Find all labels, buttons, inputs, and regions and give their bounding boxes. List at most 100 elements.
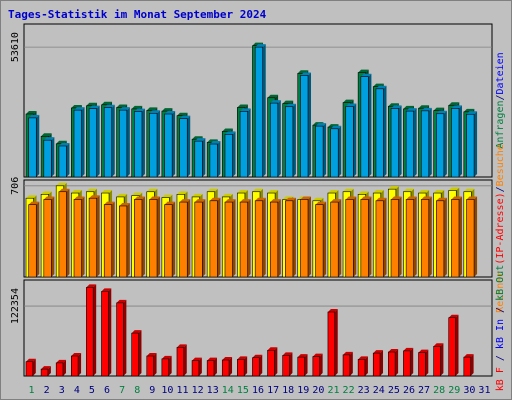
bar-kbytes-kb-f-day-22: [342, 351, 353, 377]
bar-kbytes-kb-f-day-2-side: [47, 366, 51, 376]
bar-visits-rechner-day-18: [285, 197, 296, 278]
bar-visits-rechner-day-24-face: [375, 200, 384, 278]
bar-kbytes-kb-f-day-14-face: [221, 359, 230, 377]
bar-hits-dateien-day-26-top: [406, 108, 417, 112]
bar-kbytes-kb-f-day-8-face: [131, 332, 139, 377]
bar-hits-dateien-day-20: [315, 123, 327, 178]
panel-kbytes-legend-part-2: kB In: [495, 319, 506, 349]
bar-hits-dateien-day-12-face: [194, 140, 203, 178]
bar-visits-rechner-day-1-face: [28, 204, 37, 278]
bar-visits-rechner-day-9-side: [157, 196, 161, 277]
bar-visits-rechner-day-5: [88, 195, 100, 278]
bar-kbytes-kb-f-day-12-top: [192, 357, 202, 361]
bar-kbytes-kb-f-day-24-face: [372, 352, 381, 377]
bar-hits-dateien-day-7: [118, 107, 130, 178]
bar-kbytes-kb-f-day-8-side: [138, 330, 142, 376]
bar-hits-dateien-day-15-face: [239, 111, 248, 178]
x-tick-label-day-26: 26: [403, 385, 415, 396]
bar-kbytes-kb-f-day-30-face: [463, 356, 471, 377]
bar-kbytes-kb-f-day-10-side: [168, 355, 172, 376]
bar-hits-anfragen-day-29-top: [448, 102, 460, 106]
bar-hits-dateien-day-9-side: [157, 110, 161, 177]
bar-hits-dateien-day-30-face: [466, 113, 475, 178]
bar-hits-anfragen-day-30-top: [463, 108, 475, 112]
x-tick-label-day-22: 22: [343, 385, 355, 396]
bar-visits-rechner-day-2-face: [43, 199, 52, 278]
bar-hits-anfragen-day-15-top: [237, 104, 248, 108]
bar-visits-besuche-day-14-top: [222, 193, 233, 197]
bar-visits-rechner-day-10-face: [164, 204, 173, 278]
bar-kbytes-kb-f-day-4-face: [70, 355, 79, 377]
bar-hits-anfragen-day-8-top: [131, 105, 143, 109]
bar-hits-dateien-day-19-face: [300, 75, 309, 178]
bar-hits-dateien-day-2-face: [43, 139, 52, 178]
bar-visits-rechner-day-3-side: [66, 188, 70, 277]
bar-visits-rechner-day-27-side: [428, 196, 432, 277]
bar-visits-rechner-day-5-top: [89, 195, 100, 199]
bar-visits-besuche-day-16-top: [252, 188, 263, 192]
bar-kbytes-kb-f-day-10-face: [161, 358, 169, 377]
bar-hits-dateien-day-7-top: [119, 107, 130, 111]
panel-hits-legend-part-0: Anfragen: [495, 101, 506, 149]
bar-visits-rechner-day-13-top: [209, 197, 221, 201]
bar-visits-besuche-day-23-top: [358, 191, 369, 195]
bar-visits-rechner-day-20-face: [315, 204, 324, 278]
bar-kbytes-kb-f-day-19-side: [304, 354, 308, 376]
bar-kbytes-kb-f-day-22-side: [349, 351, 353, 376]
bar-kbytes-kb-f-day-7-side: [123, 299, 127, 376]
x-tick-label-day-30: 30: [463, 385, 475, 396]
bar-hits-dateien-day-22-face: [345, 106, 354, 178]
x-tick-label-day-10: 10: [161, 385, 173, 396]
bar-hits-dateien-day-18: [285, 103, 296, 178]
bar-visits-rechner-day-26: [405, 196, 417, 278]
bar-visits-besuche-day-10-top: [161, 194, 173, 198]
bar-visits-besuche-day-20-top: [312, 197, 324, 201]
panel-kbytes-scale-label: 122354: [10, 288, 21, 324]
bar-visits-rechner-day-4-face: [73, 199, 82, 278]
bar-visits-besuche-day-25-top: [388, 186, 399, 190]
bar-hits-dateien-day-3-face: [58, 145, 67, 178]
bar-visits-rechner-day-11-side: [187, 199, 191, 277]
bar-kbytes-kb-f-day-27-top: [418, 349, 429, 353]
bar-hits-dateien-day-18-top: [285, 103, 296, 107]
bar-kbytes-kb-f-day-29-side: [455, 314, 459, 376]
bar-visits-rechner-day-4-side: [81, 196, 85, 277]
bar-kbytes-kb-f-day-26-side: [410, 347, 414, 376]
bar-hits-dateien-day-22-side: [353, 103, 357, 177]
bar-hits-dateien-day-29-face: [451, 108, 460, 178]
bar-hits-dateien-day-21-top: [330, 125, 342, 129]
bar-visits-rechner-day-11-top: [179, 199, 191, 203]
x-tick-label-day-8: 8: [134, 385, 140, 396]
bar-visits-rechner-day-9: [149, 196, 161, 278]
bar-hits-anfragen-day-23-top: [358, 69, 369, 73]
bar-hits-dateien-day-10-top: [164, 111, 176, 115]
bar-visits-rechner-day-2: [43, 196, 55, 278]
bar-hits-dateien-day-6-side: [111, 104, 115, 177]
bar-hits-dateien-day-21-face: [330, 128, 339, 178]
bar-kbytes-kb-f-day-9-side: [153, 353, 157, 376]
bar-visits-rechner-day-23-top: [360, 196, 372, 200]
bar-hits-anfragen-day-10-top: [161, 108, 173, 112]
x-tick-label-day-19: 19: [297, 385, 309, 396]
x-tick-label-day-11: 11: [176, 385, 188, 396]
bar-kbytes-kb-f-day-29-top: [448, 314, 459, 318]
bar-kbytes-kb-f-day-27: [418, 349, 429, 377]
bar-visits-rechner-day-28-top: [436, 197, 447, 201]
bar-visits-rechner-day-8-top: [134, 196, 145, 200]
bar-visits-rechner-day-19: [300, 196, 312, 278]
bar-visits-rechner-day-21-face: [330, 201, 339, 278]
bar-hits-dateien-day-19-top: [300, 72, 312, 76]
x-tick-label-day-7: 7: [119, 385, 125, 396]
bar-visits-rechner-day-17-face: [269, 201, 279, 278]
bar-hits-dateien-day-23-side: [368, 73, 372, 177]
bar-hits-anfragen-day-7-top: [116, 104, 128, 108]
bar-visits-rechner-day-6-top: [104, 201, 115, 205]
bar-visits-besuche-day-12-top: [192, 193, 203, 197]
bar-visits-rechner-day-16-top: [255, 197, 266, 201]
bar-kbytes-kb-f-day-16-side: [259, 354, 263, 376]
bar-hits-dateien-day-14-side: [232, 131, 236, 177]
panel-kbytes-legend-part-1: /: [495, 349, 506, 367]
bar-visits-rechner-day-22-face: [345, 199, 354, 278]
bar-hits-dateien-day-26-side: [413, 108, 417, 177]
bar-hits-dateien-day-22: [345, 103, 357, 178]
